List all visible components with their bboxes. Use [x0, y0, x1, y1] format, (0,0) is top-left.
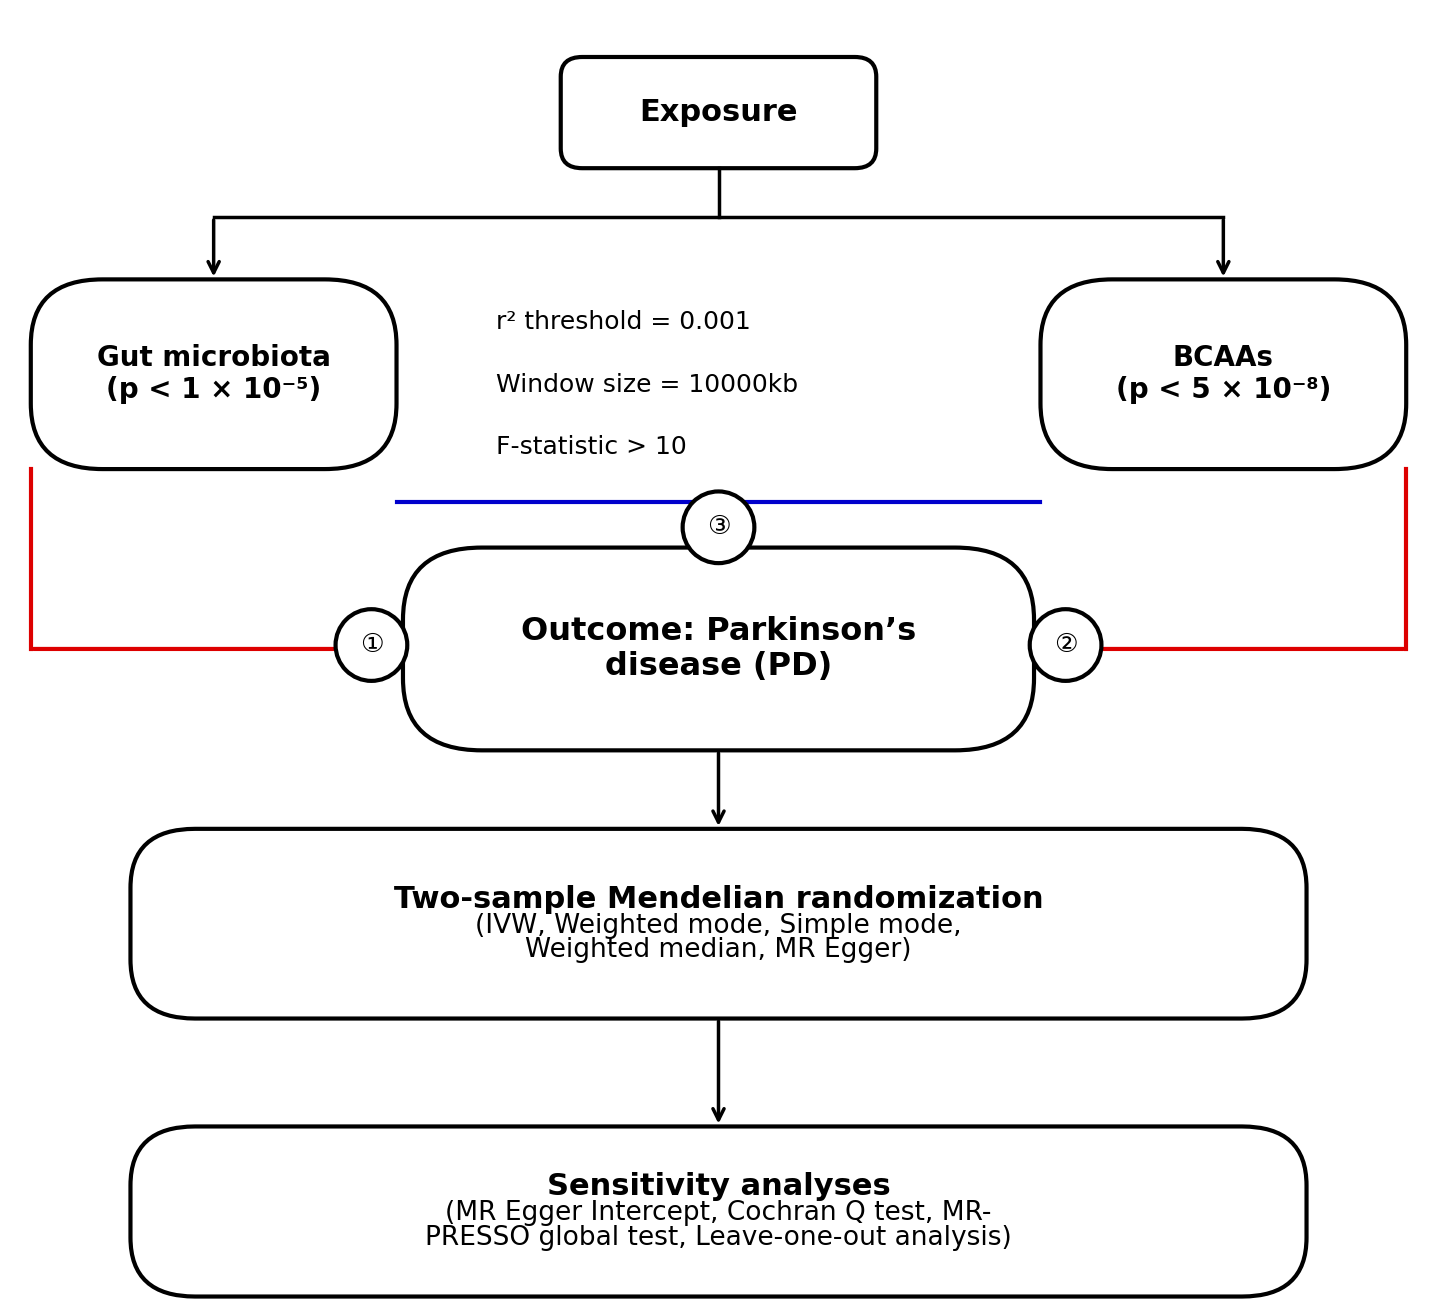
Text: Window size = 10000kb: Window size = 10000kb: [496, 372, 799, 397]
FancyBboxPatch shape: [402, 548, 1035, 750]
Ellipse shape: [336, 610, 407, 680]
Text: (MR Egger Intercept, Cochran Q test, MR-: (MR Egger Intercept, Cochran Q test, MR-: [445, 1201, 992, 1226]
Text: Sensitivity analyses: Sensitivity analyses: [546, 1172, 891, 1201]
Text: ①: ①: [359, 632, 384, 658]
Text: Gut microbiota
(p < 1 × 10⁻⁵): Gut microbiota (p < 1 × 10⁻⁵): [96, 343, 331, 404]
Text: F-statistic > 10: F-statistic > 10: [496, 435, 687, 459]
Text: ③: ③: [707, 514, 730, 540]
Text: Weighted median, MR Egger): Weighted median, MR Egger): [526, 937, 911, 964]
Text: ②: ②: [1053, 632, 1078, 658]
Text: Exposure: Exposure: [639, 98, 798, 127]
FancyBboxPatch shape: [560, 56, 877, 168]
Text: PRESSO global test, Leave-one-out analysis): PRESSO global test, Leave-one-out analys…: [425, 1224, 1012, 1251]
Ellipse shape: [683, 492, 754, 564]
Text: Two-sample Mendelian randomization: Two-sample Mendelian randomization: [394, 885, 1043, 914]
FancyBboxPatch shape: [1040, 279, 1407, 469]
Text: BCAAs
(p < 5 × 10⁻⁸): BCAAs (p < 5 × 10⁻⁸): [1115, 343, 1331, 404]
FancyBboxPatch shape: [30, 279, 397, 469]
FancyBboxPatch shape: [131, 829, 1306, 1019]
Ellipse shape: [1030, 610, 1101, 680]
FancyBboxPatch shape: [131, 1126, 1306, 1297]
Text: r² threshold = 0.001: r² threshold = 0.001: [496, 309, 752, 334]
Text: Outcome: Parkinson’s
disease (PD): Outcome: Parkinson’s disease (PD): [520, 616, 917, 682]
Text: (IVW, Weighted mode, Simple mode,: (IVW, Weighted mode, Simple mode,: [476, 912, 961, 939]
